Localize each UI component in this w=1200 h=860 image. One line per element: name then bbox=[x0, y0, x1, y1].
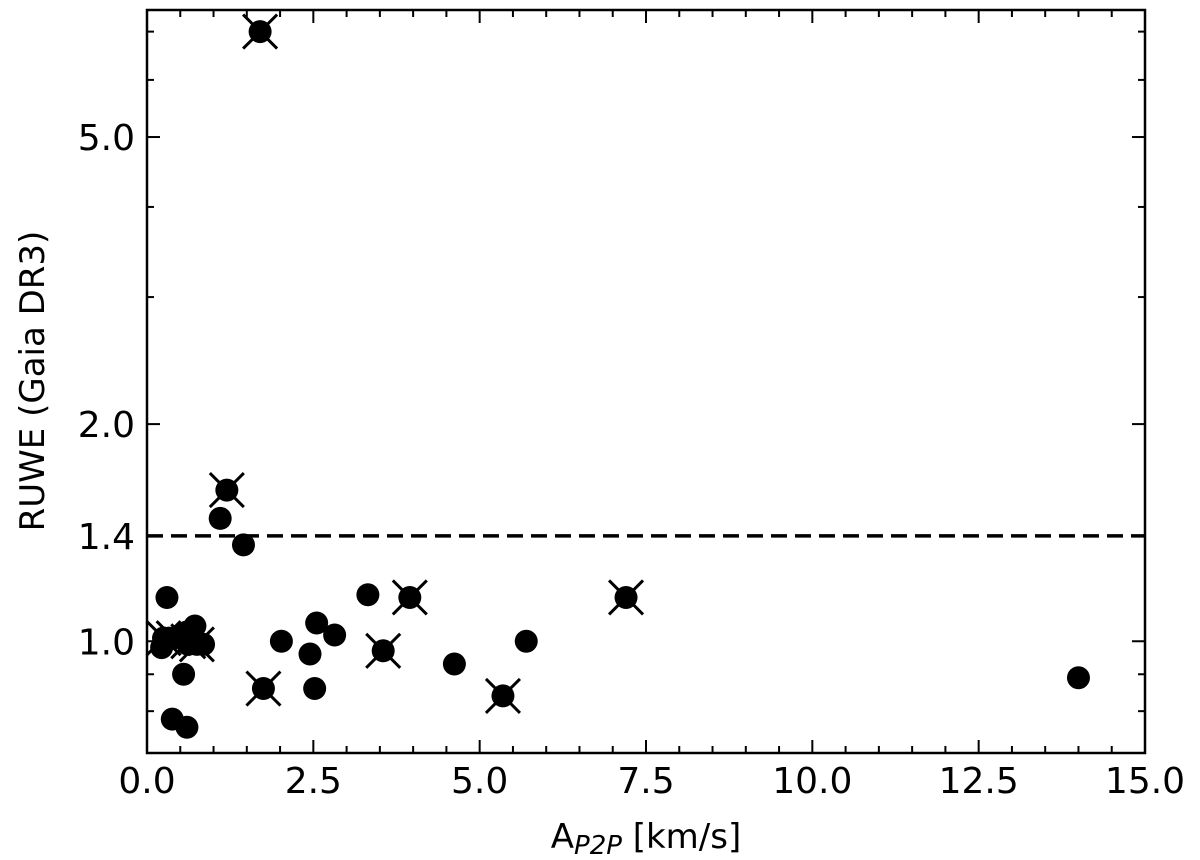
data-point-crossed bbox=[607, 579, 645, 616]
x-tick-label: 2.5 bbox=[285, 761, 342, 802]
data-point-crossed bbox=[178, 626, 215, 663]
cross-mark bbox=[208, 472, 245, 509]
data-point bbox=[356, 583, 380, 607]
x-tick-label: 15.0 bbox=[1105, 761, 1185, 802]
data-point bbox=[303, 677, 327, 701]
data-point-crossed bbox=[208, 472, 245, 509]
data-point bbox=[298, 642, 322, 666]
data-point-crossed bbox=[245, 670, 282, 707]
x-tick-label: 5.0 bbox=[451, 761, 508, 802]
data-point bbox=[305, 611, 329, 635]
data-point-crossed bbox=[391, 579, 428, 616]
y-tick-label: 1.4 bbox=[78, 517, 135, 558]
data-point-crossed bbox=[484, 677, 522, 714]
plot-frame bbox=[145, 8, 1147, 755]
cross-mark bbox=[484, 677, 522, 714]
data-point bbox=[514, 629, 538, 653]
cross-mark bbox=[607, 579, 645, 616]
data-point bbox=[269, 629, 293, 653]
y-tick-label: 1.0 bbox=[78, 622, 135, 663]
y-tick-label: 2.0 bbox=[78, 405, 135, 446]
cross-mark bbox=[178, 626, 215, 663]
data-point-crossed bbox=[242, 13, 279, 50]
cross-mark bbox=[365, 632, 402, 669]
data-point bbox=[155, 585, 179, 609]
plot-background bbox=[147, 10, 1145, 753]
data-point bbox=[208, 506, 232, 530]
x-tick-label: 10.0 bbox=[772, 761, 852, 802]
data-point bbox=[442, 652, 466, 676]
x-tick-label: 0.0 bbox=[118, 761, 175, 802]
data-point bbox=[175, 715, 199, 739]
x-tick-label: 7.5 bbox=[617, 761, 674, 802]
data-point bbox=[323, 623, 347, 647]
data-point bbox=[231, 533, 255, 557]
cross-mark bbox=[391, 579, 428, 616]
y-tick-label: 5.0 bbox=[78, 118, 135, 159]
data-points bbox=[145, 13, 1090, 739]
cross-mark bbox=[155, 620, 192, 657]
data-point bbox=[1066, 666, 1090, 690]
x-tick-label: 12.5 bbox=[939, 761, 1019, 802]
x-axis-label: AP2P [km/s] bbox=[551, 817, 742, 860]
data-point bbox=[172, 662, 196, 686]
tick-labels: 0.0 2.5 5.0 7.5 10.0 12.5 15.0 1.0 1.4 2.0 5.0 bbox=[78, 118, 1185, 802]
cross-mark bbox=[245, 670, 282, 707]
data-point-crossed bbox=[365, 632, 402, 669]
cross-mark bbox=[242, 13, 279, 50]
y-axis-label: RUWE (Gaia DR3) bbox=[13, 231, 53, 532]
